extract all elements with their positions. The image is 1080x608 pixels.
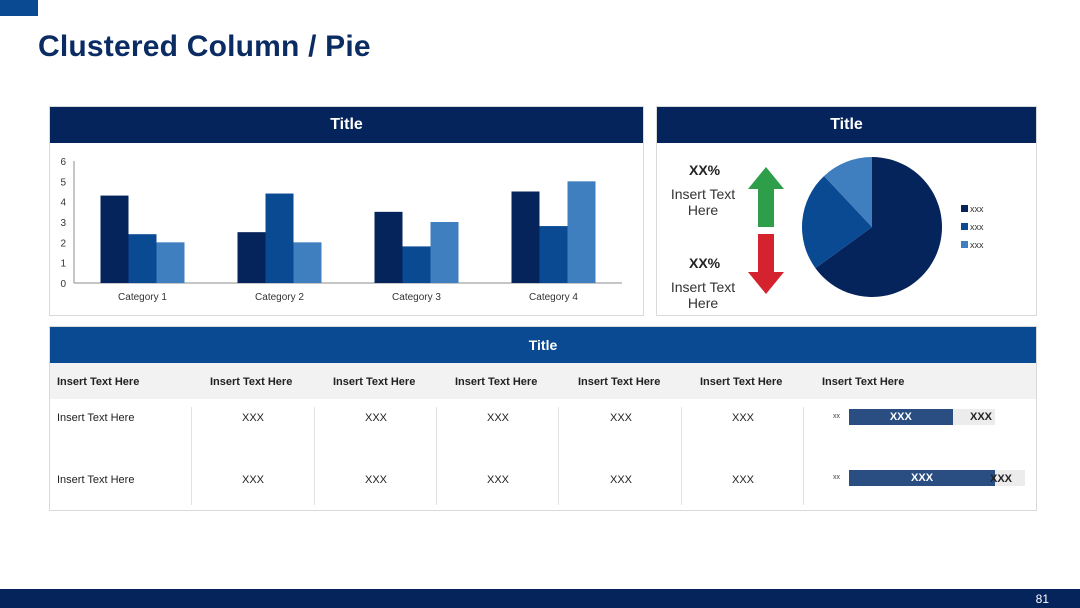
table-cell: XXX: [732, 412, 755, 424]
bar-chart-panel: Title 0 1 2 3 4 5 6 Category 1 Category 2 Categor…: [49, 106, 644, 316]
bar-4-2: [539, 226, 568, 283]
y-tick-label: 3: [60, 218, 66, 229]
column-divider: [803, 407, 804, 505]
bar-1-2: [128, 234, 157, 283]
bar-2-1: [237, 232, 266, 283]
legend-label: xxx: [970, 240, 984, 250]
table-cell: XXX: [242, 474, 265, 486]
table-cell: XXX: [610, 412, 633, 424]
kpi-down-text: Insert Text Here: [670, 279, 736, 311]
table-cell: XXX: [242, 412, 265, 424]
table-header-row: Insert Text Here Insert Text Here Insert…: [50, 363, 1036, 399]
table-cell: XXX: [487, 474, 510, 486]
legend-label: xxx: [970, 204, 984, 214]
y-tick-label: 6: [60, 157, 66, 168]
column-header: Insert Text Here: [578, 376, 661, 388]
footer-bar: 81: [0, 589, 1080, 608]
legend-swatch: [961, 205, 968, 212]
bar-3-3: [430, 222, 459, 283]
y-tick-label: 2: [60, 238, 66, 249]
column-divider: [681, 407, 682, 505]
bar-2-3: [293, 242, 322, 283]
column-header: Insert Text Here: [57, 376, 140, 388]
column-header: Insert Text Here: [700, 376, 783, 388]
column-divider: [436, 407, 437, 505]
table-title: Title: [50, 327, 1036, 363]
clustered-column-chart: 0 1 2 3 4 5 6 Category 1 Category 2 Category 3 Cat…: [60, 157, 622, 303]
column-header: Insert Text Here: [333, 376, 416, 388]
column-divider: [314, 407, 315, 505]
pie-chart-title: Title: [657, 107, 1036, 143]
row-progress-fill: XXX: [849, 409, 953, 425]
table-cell: XXX: [365, 412, 388, 424]
legend-swatch: [961, 241, 968, 248]
arrow-down-icon: [748, 234, 784, 294]
pie-slice-2: [802, 175, 872, 269]
bar-chart-title: Title: [50, 107, 643, 143]
bar-outer-label: XXX: [970, 411, 993, 423]
column-header: Insert Text Here: [822, 376, 905, 388]
row-label: Insert Text Here: [57, 474, 135, 486]
y-tick-label: 0: [60, 279, 66, 290]
bar-small-label: xx: [833, 474, 840, 481]
column-header: Insert Text Here: [210, 376, 293, 388]
bar-outer-label: XXX: [990, 473, 1013, 485]
column-header: Insert Text Here: [455, 376, 538, 388]
table-cell: XXX: [610, 474, 633, 486]
kpi-down-percent: XX%: [689, 255, 721, 271]
table-cell: XXX: [732, 474, 755, 486]
pie-slice-1: [815, 157, 942, 297]
bar-3-2: [402, 246, 431, 283]
bar-4-3: [567, 181, 596, 283]
row-progress-track: XXX: [849, 409, 995, 425]
bar-2-2: [265, 193, 294, 283]
row-label: Insert Text Here: [57, 412, 135, 424]
row-progress-track: XXX: [849, 470, 1025, 486]
y-tick-label: 1: [60, 259, 66, 270]
page-number: 81: [1035, 592, 1049, 606]
bar-4-1: [511, 191, 540, 283]
category-label: Category 1: [118, 292, 167, 303]
page-title: Clustered Column / Pie: [38, 30, 371, 63]
category-label: Category 3: [392, 292, 441, 303]
category-label: Category 4: [529, 292, 578, 303]
category-label: Category 2: [255, 292, 304, 303]
table-cell: XXX: [487, 412, 510, 424]
arrow-up-icon: [748, 167, 784, 227]
y-tick-label: 5: [60, 177, 66, 188]
bar-3-1: [374, 211, 403, 283]
row-progress-fill: XXX: [849, 470, 996, 486]
legend-label: xxx: [970, 222, 984, 232]
table-cell: XXX: [365, 474, 388, 486]
bar-1-3: [156, 242, 185, 283]
legend-swatch: [961, 223, 968, 230]
bar-small-label: xx: [833, 413, 840, 420]
kpi-up-text: Insert Text Here: [670, 186, 736, 218]
y-tick-label: 4: [60, 198, 66, 209]
pie-chart: xxx xxx xxx: [802, 157, 984, 297]
pie-slice-3: [824, 157, 872, 227]
corner-accent: [0, 0, 38, 16]
column-divider: [558, 407, 559, 505]
bar-1-1: [100, 195, 129, 283]
pie-chart-panel: Title XX% Insert Text Here XX% Insert Te…: [656, 106, 1037, 316]
column-divider: [191, 407, 192, 505]
kpi-up-percent: XX%: [689, 162, 721, 178]
data-table: Title Insert Text Here Insert Text Here …: [49, 326, 1037, 511]
